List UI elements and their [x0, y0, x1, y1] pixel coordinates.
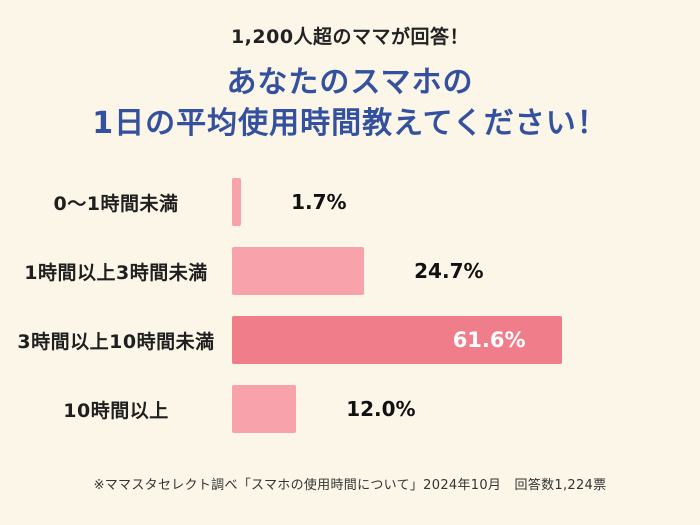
page-title-line1: あなたのスマホの: [226, 65, 474, 100]
chart-row: 10時間以上 12.0%: [0, 385, 700, 433]
bar: 61.6%: [232, 316, 562, 364]
eyebrow-text: 1,200人超のママが回答！: [230, 26, 470, 48]
value-label: 1.7%: [291, 190, 347, 214]
category-label: 3時間以上10時間未満: [17, 330, 215, 353]
page-title-line2: 1日の平均使用時間教えてください！: [92, 105, 608, 141]
source-note: ※ママスタセレクト調べ「スマホの使用時間について」2024年10月 回答数1,2…: [93, 478, 607, 493]
chart-row: 1時間以上3時間未満 24.7%: [0, 247, 700, 295]
bar: [232, 385, 297, 433]
bar-chart: 0〜1時間未満 1.7% 1時間以上3時間未満 24.7% 3時間以上10時間未満 61.…: [0, 178, 700, 433]
value-label: 61.6%: [452, 328, 526, 352]
page-title: あなたのスマホの 1日の平均使用時間教えてください！: [0, 63, 700, 144]
chart-row: 0〜1時間未満 1.7%: [0, 178, 700, 226]
category-label: 1時間以上3時間未満: [24, 261, 208, 284]
value-label: 12.0%: [346, 397, 416, 421]
category-label: 0〜1時間未満: [53, 192, 179, 215]
bar: [232, 247, 365, 295]
category-label: 10時間以上: [63, 399, 169, 422]
bar-track: 1.7%: [232, 178, 700, 226]
bar-track: 12.0%: [232, 385, 700, 433]
chart-row: 3時間以上10時間未満 61.6%: [0, 316, 700, 364]
bar-track: 61.6%: [232, 316, 700, 364]
bar-track: 24.7%: [232, 247, 700, 295]
value-label: 24.7%: [414, 259, 484, 283]
bar: [232, 178, 242, 226]
